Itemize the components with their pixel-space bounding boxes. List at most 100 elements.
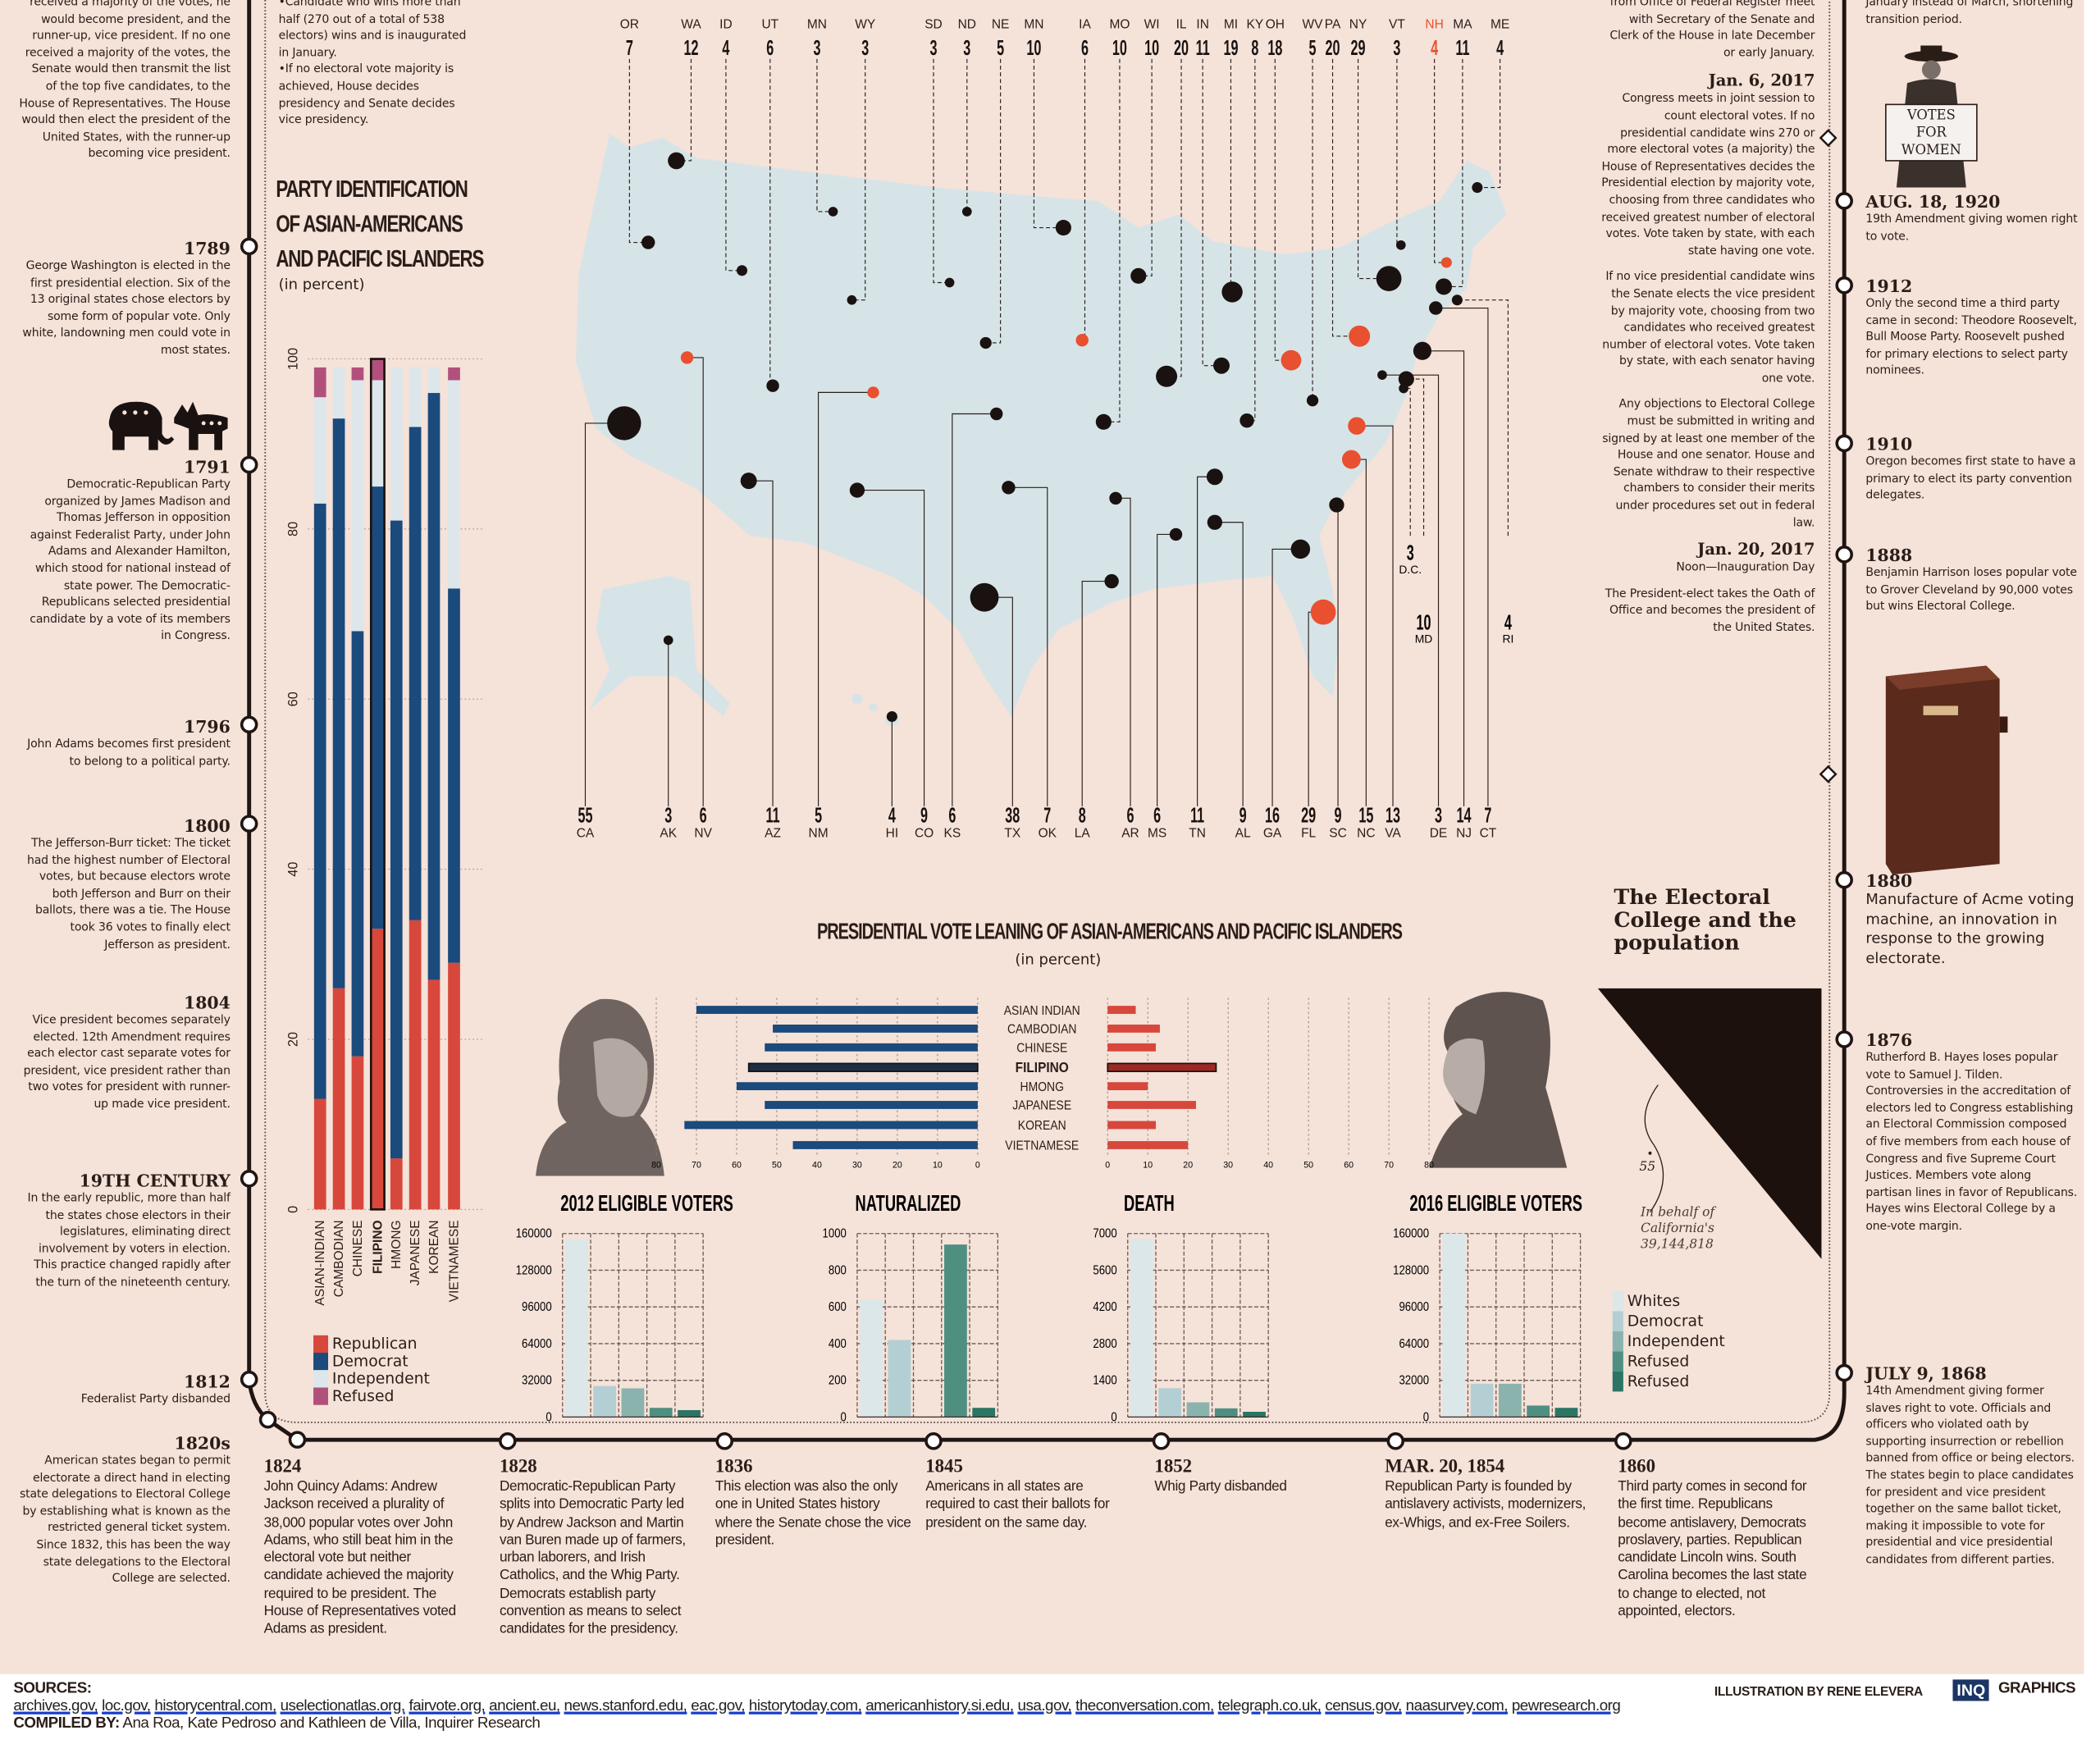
timeline-node [240,715,258,734]
legend-label: Refused [331,1386,395,1405]
source-link[interactable]: historytoday.com, [748,1698,862,1714]
source-link[interactable]: telegraph.co.uk, [1217,1698,1322,1714]
y-tick-label: 0 [285,1206,300,1213]
legend-item: Refused [1612,1371,1725,1392]
electoral-dot-mn [1055,219,1071,236]
event-text: Third party comes in second for the firs… [1618,1478,1807,1620]
party-mascots [108,401,228,450]
state-label: LA [1075,826,1091,840]
chart-title: NATURALIZED [856,1190,961,1216]
highlight-outline [369,358,386,1211]
timeline-event: 1824 John Quincy Adams: Andrew Jackson re… [264,1457,465,1639]
bar [1158,1388,1182,1418]
electoral-dot-nm [867,386,879,399]
electoral-dot-nv [680,351,694,364]
event-year: 19TH CENTURY [79,1170,231,1191]
acme-voting-machine-illustration [1885,665,2008,875]
timeline-event: 1791 Democratic-Republican Party organize… [19,457,231,646]
bar-republican [332,988,345,1210]
state-votes: 6 [1153,802,1161,827]
source-link[interactable]: usa.gov, [1017,1698,1072,1714]
electoral-dot-al [1207,514,1223,530]
event-text: Manufacture of Acme voting machine, an i… [1865,890,2075,966]
category-label: HMONG [1020,1080,1063,1094]
leader-line [1396,58,1401,246]
bar-republican [372,929,384,1210]
x-tick-label: 40 [1263,1161,1273,1171]
event-text: Americans in all states are required to … [925,1478,1110,1531]
timeline-event: MAR. 20, 1854 Republican Party is founded… [1385,1457,1586,1532]
timeline-event: 1910 Oregon becomes first state to have a… [1865,434,2079,504]
source-link[interactable]: fairvote.org, [409,1698,486,1714]
state-votes: 10 [1112,35,1127,60]
event-text: In the early republic, more than half th… [27,1192,231,1290]
legend-swatch [313,1335,329,1354]
electoral-votes-label: 55 [1639,1159,1656,1175]
state-votes: 10 [1417,609,1431,634]
leader-line [1356,425,1394,806]
bar-refused [448,367,460,381]
state-votes: 11 [1196,35,1210,60]
source-link[interactable]: naasurvey.com, [1405,1698,1509,1714]
timeline-node [499,1432,517,1450]
source-link[interactable]: loc.gov, [102,1698,151,1714]
leader-line [818,391,874,806]
votes-for-women-sign: VOTES FOR WOMEN [1901,108,1961,158]
electoral-dot-id [736,265,748,276]
source-link[interactable]: archives.gov, [13,1698,98,1714]
source-link[interactable]: americanhistory.si.edu, [865,1698,1014,1714]
electoral-map: 7 OR 12 WA 4 ID 6 UT 3 MN 3 WY 3 SD 3 ND 5 NE 10 MN 6 IA 10 MO 1… [576,17,1513,840]
y-tick-label: 600 [829,1300,847,1314]
state-votes: 5 [997,35,1004,60]
state-label: AZ [765,826,781,840]
bar [860,1299,883,1418]
legend-label: Independent [331,1368,430,1388]
state-label: ND [958,17,976,31]
state-votes: 5 [1309,35,1317,60]
source-link[interactable]: uselectionatlas.org, [280,1698,405,1714]
legend-label: Whites [1627,1290,1681,1310]
electoral-dot-wa [668,152,685,170]
x-tick-label: 60 [732,1161,742,1171]
source-link[interactable]: pewresearch.org [1511,1698,1621,1714]
legend-label: Democrat [1627,1311,1704,1331]
event-text: 14th Amendment giving former slaves righ… [1865,1385,2075,1568]
y-tick-label: 32000 [1399,1374,1429,1388]
legend-item: Democrat [313,1352,430,1371]
x-tick-label: 70 [692,1161,701,1171]
state-label: HI [886,826,899,840]
state-label: MI [1224,17,1238,31]
legend-item: Whites [1612,1290,1725,1312]
electoral-dot-ut [766,379,779,392]
timeline-diamond [1819,765,1838,783]
source-link[interactable]: news.stanford.edu, [564,1698,687,1714]
bar [1243,1412,1266,1418]
legend-label: Republican [331,1334,418,1354]
timeline-node [1835,1363,1854,1382]
x-tick-label: 60 [1344,1161,1354,1171]
source-link[interactable]: ancient.eu, [489,1698,560,1714]
graphics-label: GRAPHICS [1997,1681,2076,1697]
state-votes: 4 [1496,35,1504,60]
source-link[interactable]: theconversation.com, [1075,1698,1214,1714]
state-label: MN [807,17,827,31]
leader-line [1247,58,1256,422]
source-link[interactable]: census.gov, [1325,1698,1402,1714]
state-votes: 9 [1335,802,1342,827]
source-link[interactable]: historycentral.com, [154,1698,276,1714]
state-votes: 12 [683,35,698,60]
event-year: 1804 [184,992,231,1013]
state-votes: 4 [888,802,896,827]
timeline-event: 19TH CENTURY In the early republic, more … [19,1170,231,1292]
electoral-dot-ct [1429,301,1443,315]
state-votes: 10 [1144,35,1159,60]
bar-democrat [351,631,364,1057]
electoral-dot-tx [970,582,999,612]
y-tick-label: 60 [285,692,300,706]
source-link[interactable]: eac.gov, [691,1698,745,1714]
state-votes: 11 [766,802,780,827]
y-tick-label: 5600 [1093,1263,1116,1277]
electoral-dot-ok [1002,481,1016,495]
state-votes: 55 [578,802,592,827]
republican-bar [1107,1082,1148,1091]
